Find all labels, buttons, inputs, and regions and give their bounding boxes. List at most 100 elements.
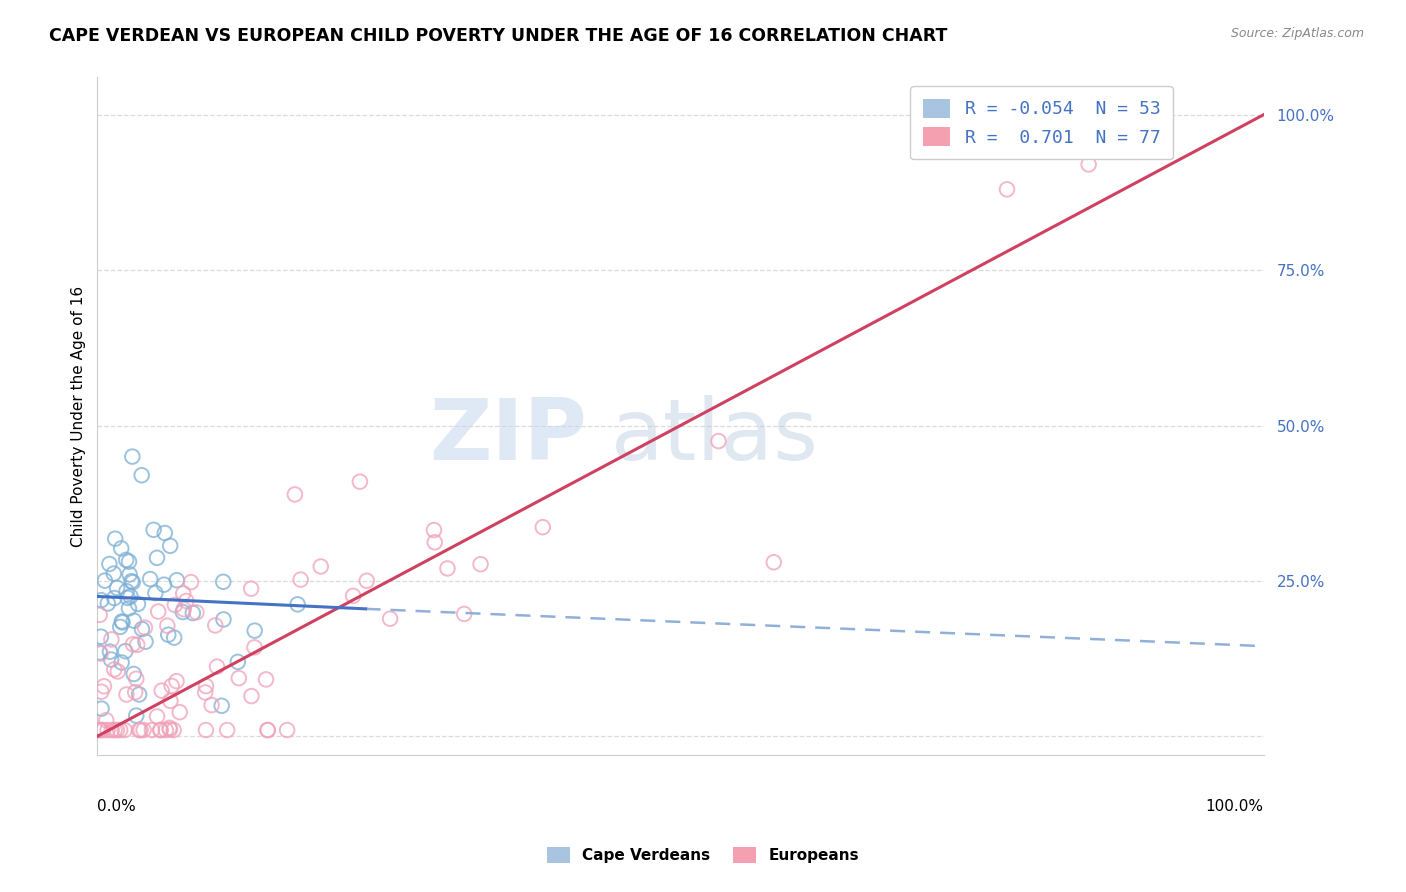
Point — [93, 679, 115, 693]
Point — [141, 723, 163, 737]
Point — [707, 434, 730, 448]
Point — [128, 688, 150, 702]
Point — [290, 573, 312, 587]
Point — [129, 723, 152, 737]
Point — [142, 523, 165, 537]
Point — [1077, 157, 1099, 171]
Point — [98, 645, 121, 659]
Point — [176, 594, 198, 608]
Point — [204, 618, 226, 632]
Point — [89, 723, 111, 737]
Point — [125, 708, 148, 723]
Point — [205, 659, 228, 673]
Point — [531, 520, 554, 534]
Point — [90, 701, 112, 715]
Point — [103, 662, 125, 676]
Point — [98, 557, 121, 571]
Point — [127, 638, 149, 652]
Text: 0.0%: 0.0% — [97, 799, 136, 814]
Point — [195, 679, 218, 693]
Point — [181, 606, 204, 620]
Point — [89, 723, 111, 737]
Point — [115, 584, 138, 599]
Point — [342, 589, 364, 603]
Point — [97, 597, 120, 611]
Point — [110, 541, 132, 556]
Point — [762, 555, 785, 569]
Point — [148, 605, 170, 619]
Point — [124, 685, 146, 699]
Point — [108, 723, 131, 737]
Point — [157, 628, 180, 642]
Point — [100, 652, 122, 666]
Point — [172, 586, 194, 600]
Point — [127, 597, 149, 611]
Point — [125, 672, 148, 686]
Point — [104, 532, 127, 546]
Point — [163, 631, 186, 645]
Point — [114, 723, 136, 737]
Point — [194, 723, 217, 737]
Point — [134, 621, 156, 635]
Point — [115, 688, 138, 702]
Point — [122, 637, 145, 651]
Text: 100.0%: 100.0% — [1205, 799, 1264, 814]
Point — [243, 624, 266, 638]
Point — [90, 684, 112, 698]
Point — [115, 553, 138, 567]
Point — [149, 723, 172, 737]
Point — [146, 709, 169, 723]
Point — [256, 723, 278, 737]
Point — [159, 723, 181, 737]
Point — [132, 723, 155, 737]
Point — [156, 618, 179, 632]
Point — [90, 630, 112, 644]
Point — [201, 698, 224, 712]
Y-axis label: Child Poverty Under the Age of 16: Child Poverty Under the Age of 16 — [72, 285, 86, 547]
Point — [149, 723, 172, 737]
Point — [118, 555, 141, 569]
Point — [100, 632, 122, 647]
Point — [89, 645, 111, 659]
Point — [378, 612, 401, 626]
Point — [117, 591, 139, 605]
Point — [356, 574, 378, 588]
Point — [94, 574, 117, 588]
Point — [436, 561, 458, 575]
Point — [111, 615, 134, 630]
Point — [120, 574, 142, 589]
Point — [254, 673, 277, 687]
Text: Source: ZipAtlas.com: Source: ZipAtlas.com — [1230, 27, 1364, 40]
Point — [217, 723, 239, 737]
Point — [121, 450, 143, 464]
Point — [287, 598, 309, 612]
Legend: R = -0.054  N = 53, R =  0.701  N = 77: R = -0.054 N = 53, R = 0.701 N = 77 — [910, 87, 1173, 160]
Point — [276, 723, 298, 737]
Text: ZIP: ZIP — [429, 395, 588, 478]
Point — [173, 602, 195, 616]
Point — [240, 689, 263, 703]
Point — [162, 723, 184, 737]
Point — [423, 535, 446, 549]
Point — [180, 575, 202, 590]
Point — [131, 622, 153, 636]
Legend: Cape Verdeans, Europeans: Cape Verdeans, Europeans — [540, 839, 866, 871]
Point — [97, 723, 120, 737]
Point — [120, 590, 142, 604]
Point — [212, 612, 235, 626]
Point — [160, 679, 183, 693]
Point — [111, 656, 134, 670]
Point — [103, 566, 125, 581]
Point — [166, 573, 188, 587]
Point — [103, 591, 125, 605]
Point — [131, 468, 153, 483]
Point — [118, 567, 141, 582]
Point — [90, 647, 112, 661]
Point — [453, 607, 475, 621]
Point — [349, 475, 371, 489]
Point — [172, 605, 194, 619]
Point — [100, 723, 122, 737]
Point — [150, 683, 173, 698]
Point — [103, 723, 125, 737]
Point — [159, 539, 181, 553]
